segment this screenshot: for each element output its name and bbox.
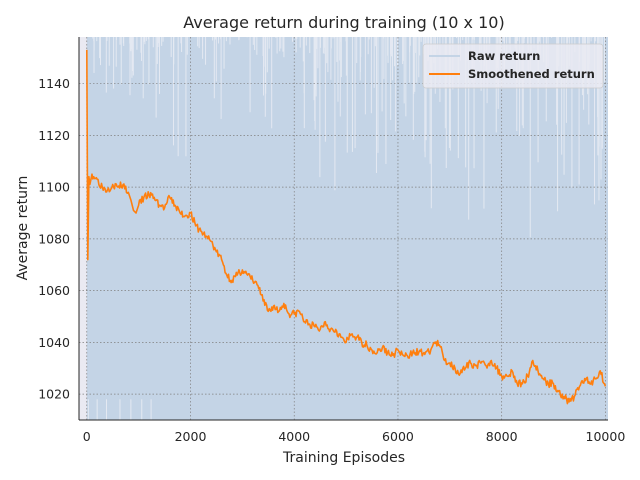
legend-label-smooth: Smoothened return (468, 67, 595, 81)
legend-box (422, 43, 604, 89)
smoothened-return-line (86, 49, 607, 405)
raw-return-series (86, 37, 608, 420)
axes (78, 37, 608, 421)
grid (79, 37, 608, 420)
x-tick-label: 0 (83, 429, 91, 444)
y-tick-label: 1080 (38, 231, 70, 246)
legend-label-raw: Raw return (468, 49, 540, 63)
chart-title: Average return during training (10 x 10) (183, 13, 504, 32)
x-axis-label: Training Episodes (282, 450, 405, 466)
x-tick-label: 2000 (175, 429, 207, 444)
x-tick-label: 4000 (278, 429, 310, 444)
x-tick-label: 10000 (586, 429, 626, 444)
x-tick-label: 6000 (382, 429, 414, 444)
tick-labels: 0 2000 4000 6000 8000 10000 1020 1040 1060 1080 11… (38, 76, 625, 444)
y-tick-label: 1060 (38, 283, 70, 298)
x-tick-label: 8000 (486, 429, 518, 444)
y-tick-label: 1140 (38, 76, 70, 91)
y-tick-label: 1100 (38, 180, 70, 195)
y-tick-label: 1120 (38, 128, 70, 143)
y-axis-label: Average return (15, 176, 31, 281)
y-tick-label: 1040 (38, 335, 70, 350)
y-tick-label: 1020 (38, 387, 70, 402)
legend: Raw return Smoothened return (422, 43, 604, 89)
